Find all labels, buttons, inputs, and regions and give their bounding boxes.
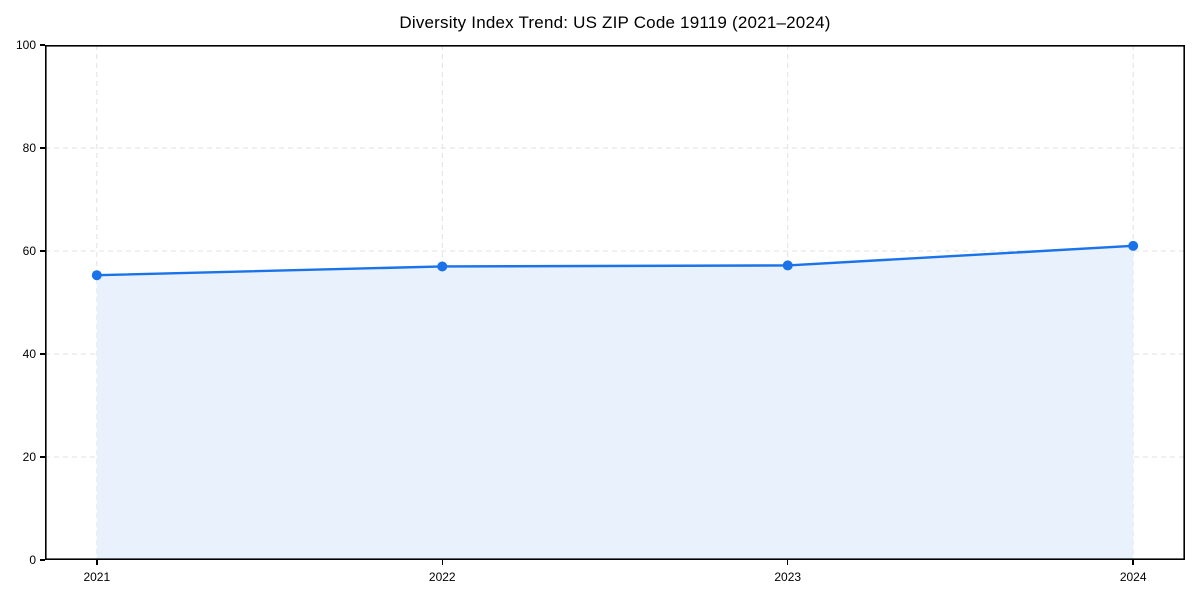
x-tick-mark <box>1132 560 1134 565</box>
data-point-marker <box>1128 240 1139 251</box>
data-point-marker <box>91 270 102 281</box>
x-tick-mark <box>786 560 789 565</box>
data-point-marker <box>782 260 793 271</box>
y-tick-label: 100 <box>15 38 36 52</box>
y-tick-mark <box>40 44 45 46</box>
y-tick-label: 20 <box>22 450 36 464</box>
trend-line <box>95 244 1135 277</box>
plot-area <box>45 45 1186 561</box>
y-tick-mark <box>40 353 45 355</box>
area-fill <box>96 245 1134 560</box>
y-tick-label: 80 <box>22 141 36 155</box>
x-tick-mark <box>96 560 98 565</box>
x-tick-label: 2023 <box>774 570 802 584</box>
y-tick-mark <box>40 147 45 149</box>
x-tick-mark <box>441 560 444 565</box>
y-tick-mark <box>40 559 45 561</box>
chart-title: Diversity Index Trend: US ZIP Code 19119… <box>399 13 831 32</box>
x-tick-label: 2021 <box>83 570 111 584</box>
y-tick-mark <box>40 456 45 458</box>
data-point-marker <box>437 261 448 272</box>
line-area-chart <box>45 45 1186 561</box>
axes-spines <box>45 45 1186 561</box>
y-tick-label: 0 <box>29 553 36 567</box>
x-tick-label: 2022 <box>428 570 456 584</box>
y-tick-label: 60 <box>22 244 36 258</box>
y-tick-mark <box>40 250 45 252</box>
y-tick-label: 40 <box>22 347 36 361</box>
x-tick-label: 2024 <box>1119 570 1147 584</box>
